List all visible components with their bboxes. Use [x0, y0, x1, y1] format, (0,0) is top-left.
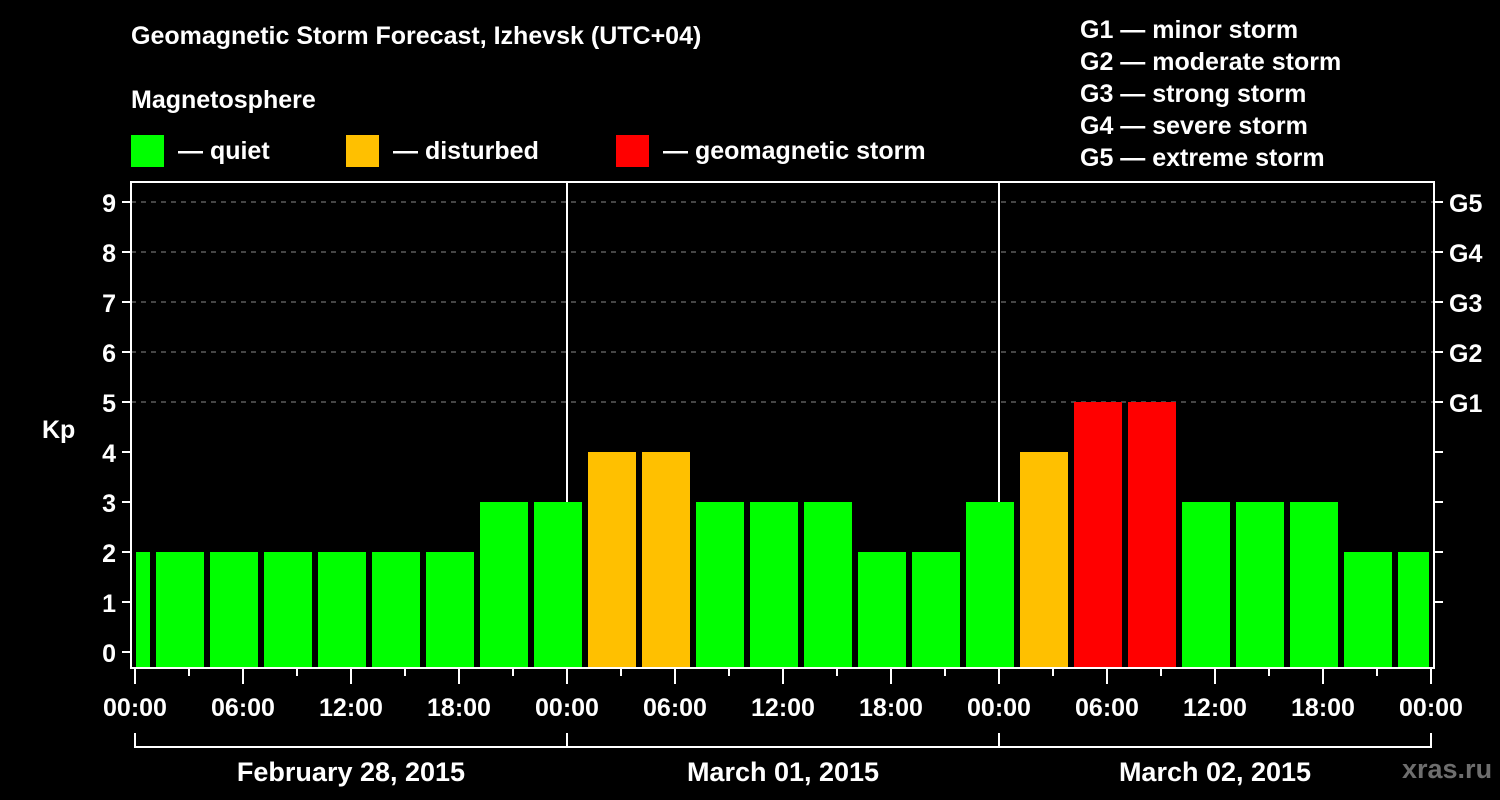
disturbed-swatch-icon [346, 135, 379, 167]
kp-bar [588, 452, 636, 667]
legend-item-storm: — geomagnetic storm [616, 134, 926, 168]
legend-label-disturbed: — disturbed [393, 136, 539, 165]
x-tick-label: 18:00 [859, 694, 923, 722]
g-level-label: G5 [1449, 190, 1482, 218]
kp-bar [696, 502, 744, 667]
kp-bar [1290, 502, 1338, 667]
y-tick-label: 8 [102, 240, 116, 268]
date-bracket [134, 733, 1432, 748]
kp-bar [426, 552, 474, 667]
kp-bar [156, 552, 204, 667]
kp-bar [210, 552, 258, 667]
kp-bar [1074, 402, 1122, 667]
watermark: xras.ru [1402, 754, 1493, 784]
kp-bar [966, 502, 1014, 667]
y-axis-title: Kp [42, 416, 75, 444]
legend-label-storm: — geomagnetic storm [663, 136, 926, 165]
kp-bar [1020, 452, 1068, 667]
x-tick-label: 06:00 [211, 694, 275, 722]
g-scale-legend: G1 — minor storm G2 — moderate storm G3 … [1080, 14, 1341, 174]
x-tick-label: 00:00 [535, 694, 599, 722]
y-tick-label: 0 [102, 640, 116, 668]
kp-bar [642, 452, 690, 667]
quiet-swatch-icon [131, 135, 164, 167]
date-label: February 28, 2015 [237, 757, 465, 787]
kp-bar [372, 552, 420, 667]
legend-item-disturbed: — disturbed [346, 134, 539, 168]
g-scale-item: G1 — minor storm [1080, 16, 1299, 44]
kp-bar [136, 552, 150, 667]
y-tick-label: 3 [102, 490, 116, 518]
y-tick-label: 2 [102, 540, 116, 568]
date-label: March 01, 2015 [687, 757, 879, 787]
g-level-label: G1 [1449, 390, 1482, 418]
kp-bar [858, 552, 906, 667]
legend-label-quiet: — quiet [178, 136, 270, 165]
x-tick-label: 12:00 [1183, 694, 1247, 722]
kp-bar [1236, 502, 1284, 667]
kp-bar [480, 502, 528, 667]
kp-bar [318, 552, 366, 667]
x-tick-label: 00:00 [103, 694, 167, 722]
x-tick-label: 12:00 [319, 694, 383, 722]
y-tick-label: 4 [102, 440, 116, 468]
x-tick-label: 18:00 [1291, 694, 1355, 722]
kp-bar [264, 552, 312, 667]
g-level-label: G2 [1449, 340, 1482, 368]
date-label: March 02, 2015 [1119, 757, 1311, 787]
x-tick-label: 12:00 [751, 694, 815, 722]
kp-bar [534, 502, 582, 667]
kp-bar [1344, 552, 1392, 667]
x-tick-label: 06:00 [643, 694, 707, 722]
y-tick-label: 9 [102, 190, 116, 218]
x-tick-label: 06:00 [1075, 694, 1139, 722]
storm-swatch-icon [616, 135, 649, 167]
chart-title: Geomagnetic Storm Forecast, Izhevsk (UTC… [131, 22, 702, 50]
g-level-label: G4 [1449, 240, 1482, 268]
y-tick-label: 7 [102, 290, 116, 318]
y-tick-label: 6 [102, 340, 116, 368]
kp-bar [750, 502, 798, 667]
g-level-label: G3 [1449, 290, 1482, 318]
kp-bar [804, 502, 852, 667]
x-tick-label: 00:00 [967, 694, 1031, 722]
y-tick-label: 1 [102, 590, 116, 618]
x-tick-label: 18:00 [427, 694, 491, 722]
y-tick-label: 5 [102, 390, 116, 418]
g-scale-item: G2 — moderate storm [1080, 48, 1342, 76]
kp-bar [1128, 402, 1176, 667]
g-scale-item: G4 — severe storm [1080, 112, 1308, 140]
kp-bar [912, 552, 960, 667]
legend-heading: Magnetosphere [131, 86, 316, 114]
legend-item-quiet: — quiet [131, 134, 270, 168]
kp-bar [1398, 552, 1429, 667]
g-scale-item: G5 — extreme storm [1080, 144, 1325, 172]
x-tick-label: 00:00 [1399, 694, 1463, 722]
g-scale-item: G3 — strong storm [1080, 80, 1307, 108]
kp-bar [1182, 502, 1230, 667]
